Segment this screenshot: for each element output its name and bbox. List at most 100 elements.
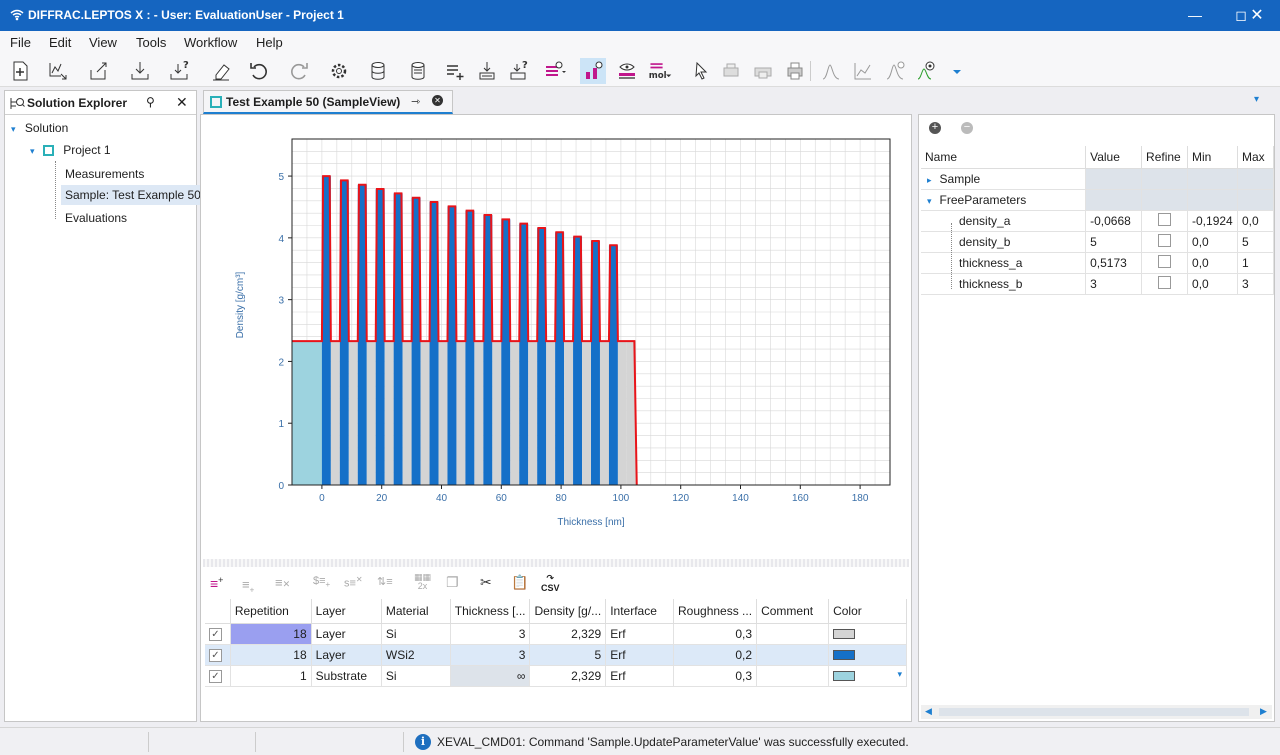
add-parameter-icon[interactable]: + <box>929 122 941 134</box>
chevron-down-icon[interactable]: ▾ <box>927 195 932 206</box>
tab-dropdown-icon[interactable]: ▾ <box>1254 94 1260 105</box>
cell-layer[interactable]: Substrate <box>311 665 382 687</box>
mol-icon[interactable]: mol <box>647 58 677 84</box>
peak-icon[interactable] <box>818 58 844 84</box>
table-row[interactable]: ✓ 18 Layer WSi2 3 5 Erf 0,2 <box>205 644 907 666</box>
maximize-button[interactable]: ◻ <box>1235 7 1247 23</box>
param-min[interactable]: 0,0 <box>1187 231 1238 253</box>
header-min[interactable]: Min <box>1187 146 1238 169</box>
menu-help[interactable]: Help <box>256 35 283 50</box>
load-icon[interactable] <box>474 58 500 84</box>
cell-layer[interactable]: Layer <box>311 623 382 645</box>
group-row-free-parameters[interactable]: ▾ FreeParameters <box>921 189 1274 211</box>
param-max[interactable]: 1 <box>1237 252 1274 274</box>
param-value[interactable]: 0,5173 <box>1085 252 1143 274</box>
color-swatch[interactable] <box>833 650 856 661</box>
param-max[interactable]: 5 <box>1237 231 1274 253</box>
row-checkbox[interactable]: ✓ <box>205 623 231 645</box>
menu-file[interactable]: File <box>10 35 31 50</box>
tree-item-solution[interactable]: ▾ Solution <box>11 121 69 135</box>
color-dropdown-icon[interactable]: ▾ <box>897 668 902 679</box>
header-thickness[interactable]: Thickness [... <box>450 599 531 624</box>
chevron-down-icon[interactable]: ▾ <box>11 124 16 134</box>
panel-splitter[interactable] <box>203 559 909 567</box>
cell-layer[interactable]: Layer <box>311 644 382 666</box>
menu-workflow[interactable]: Workflow <box>184 35 238 50</box>
scroll-left-icon[interactable]: ◀ <box>925 706 932 716</box>
menu-view[interactable]: View <box>89 35 117 50</box>
cell-roughness[interactable]: 0,2 <box>673 644 758 666</box>
delete-layer-icon[interactable]: ≡✕ <box>275 575 291 590</box>
header-comment[interactable]: Comment <box>756 599 830 624</box>
close-tab-icon[interactable]: ✕ <box>432 95 443 106</box>
refine-checkbox[interactable] <box>1158 212 1172 226</box>
header-material[interactable]: Material <box>381 599 451 624</box>
color-swatch[interactable] <box>833 671 856 682</box>
check-icon[interactable]: ✓ <box>209 670 222 683</box>
check-icon[interactable]: ✓ <box>209 628 222 641</box>
cell-color[interactable]: ▾ <box>828 665 907 687</box>
table-row[interactable]: thickness_a 0,5173 0,0 1 <box>921 252 1274 274</box>
insert-layer-icon[interactable]: ≡+ <box>242 577 255 595</box>
cell-color[interactable] <box>828 644 907 666</box>
param-max[interactable]: 3 <box>1237 273 1274 295</box>
table-row[interactable]: ✓ 1 Substrate Si ∞ 2,329 Erf 0,3 ▾ <box>205 665 907 687</box>
header-max[interactable]: Max <box>1237 146 1274 169</box>
cell-thickness[interactable]: 3 <box>450 623 531 645</box>
cell-thickness[interactable]: ∞ <box>450 665 531 687</box>
database-icon[interactable] <box>365 58 391 84</box>
param-min[interactable]: 0,0 <box>1187 273 1238 295</box>
param-value[interactable]: 5 <box>1085 231 1143 253</box>
remove-parameter-icon[interactable]: − <box>961 122 973 134</box>
cell-interface[interactable]: Erf <box>605 665 675 687</box>
group-row-sample[interactable]: ▸ Sample <box>921 168 1274 190</box>
cell-material[interactable]: Si <box>381 665 451 687</box>
printer-icon[interactable] <box>782 58 808 84</box>
copy-icon[interactable]: ❐ <box>446 574 459 590</box>
header-interface[interactable]: Interface <box>605 599 675 624</box>
close-window-button[interactable]: ✕ <box>1250 7 1264 24</box>
scroll-right-icon[interactable]: ▶ <box>1260 706 1267 716</box>
download-icon[interactable] <box>127 58 153 84</box>
toolbar-overflow-icon[interactable] <box>944 58 961 84</box>
close-explorer-icon[interactable]: ✕ <box>176 94 188 110</box>
cut-icon[interactable]: ✂ <box>480 574 492 590</box>
chevron-right-icon[interactable]: ▸ <box>927 174 932 185</box>
new-icon[interactable] <box>7 58 33 84</box>
refine-checkbox[interactable] <box>1158 254 1172 268</box>
cell-interface[interactable]: Erf <box>605 623 675 645</box>
cell-roughness[interactable]: 0,3 <box>673 623 758 645</box>
row-checkbox[interactable]: ✓ <box>205 644 231 666</box>
menu-tools[interactable]: Tools <box>136 35 167 50</box>
header-layer[interactable]: Layer <box>311 599 382 624</box>
eraser-icon[interactable] <box>208 58 234 84</box>
cell-material[interactable]: WSi2 <box>381 644 451 666</box>
download-question-icon[interactable]: ? <box>167 58 193 84</box>
paste-icon[interactable]: 📋 <box>511 574 529 590</box>
cursor-icon[interactable] <box>688 58 714 84</box>
fit-eye-icon[interactable] <box>914 58 940 84</box>
cell-density[interactable]: 2,329 <box>529 665 607 687</box>
table-row[interactable]: thickness_b 3 0,0 3 <box>921 273 1274 295</box>
tree-item-measurements[interactable]: Measurements <box>65 167 145 181</box>
cell-comment[interactable] <box>756 644 830 666</box>
menu-edit[interactable]: Edit <box>49 35 72 50</box>
export-icon[interactable] <box>87 58 113 84</box>
cell-density[interactable]: 2,329 <box>529 623 607 645</box>
load-question-icon[interactable]: ? <box>506 58 532 84</box>
layer-view-icon[interactable] <box>542 58 568 84</box>
chart-grid-icon[interactable] <box>850 58 876 84</box>
add-list-icon[interactable] <box>442 58 468 84</box>
sample-view-icon[interactable] <box>580 58 606 84</box>
refine-checkbox[interactable] <box>1158 275 1172 289</box>
density-profile-chart[interactable]: 0 20 40 60 80 100 120 140 160 180 0 1 2 3 4 5 Thickness… <box>201 115 911 555</box>
database-table-icon[interactable] <box>405 58 431 84</box>
redo-icon[interactable] <box>286 58 312 84</box>
tree-item-project[interactable]: ▾ Project 1 <box>30 143 111 157</box>
table-row[interactable]: density_a -0,0668 -0,1924 0,0 <box>921 210 1274 232</box>
table-row[interactable]: ✓ 18 Layer Si 3 2,329 Erf 0,3 <box>205 623 907 645</box>
tab-sample-view[interactable]: Test Example 50 (SampleView) ⇾ ✕ <box>203 90 453 114</box>
cell-material[interactable]: Si <box>381 623 451 645</box>
fit-icon[interactable] <box>882 58 908 84</box>
chevron-down-icon[interactable]: ▾ <box>30 146 35 156</box>
